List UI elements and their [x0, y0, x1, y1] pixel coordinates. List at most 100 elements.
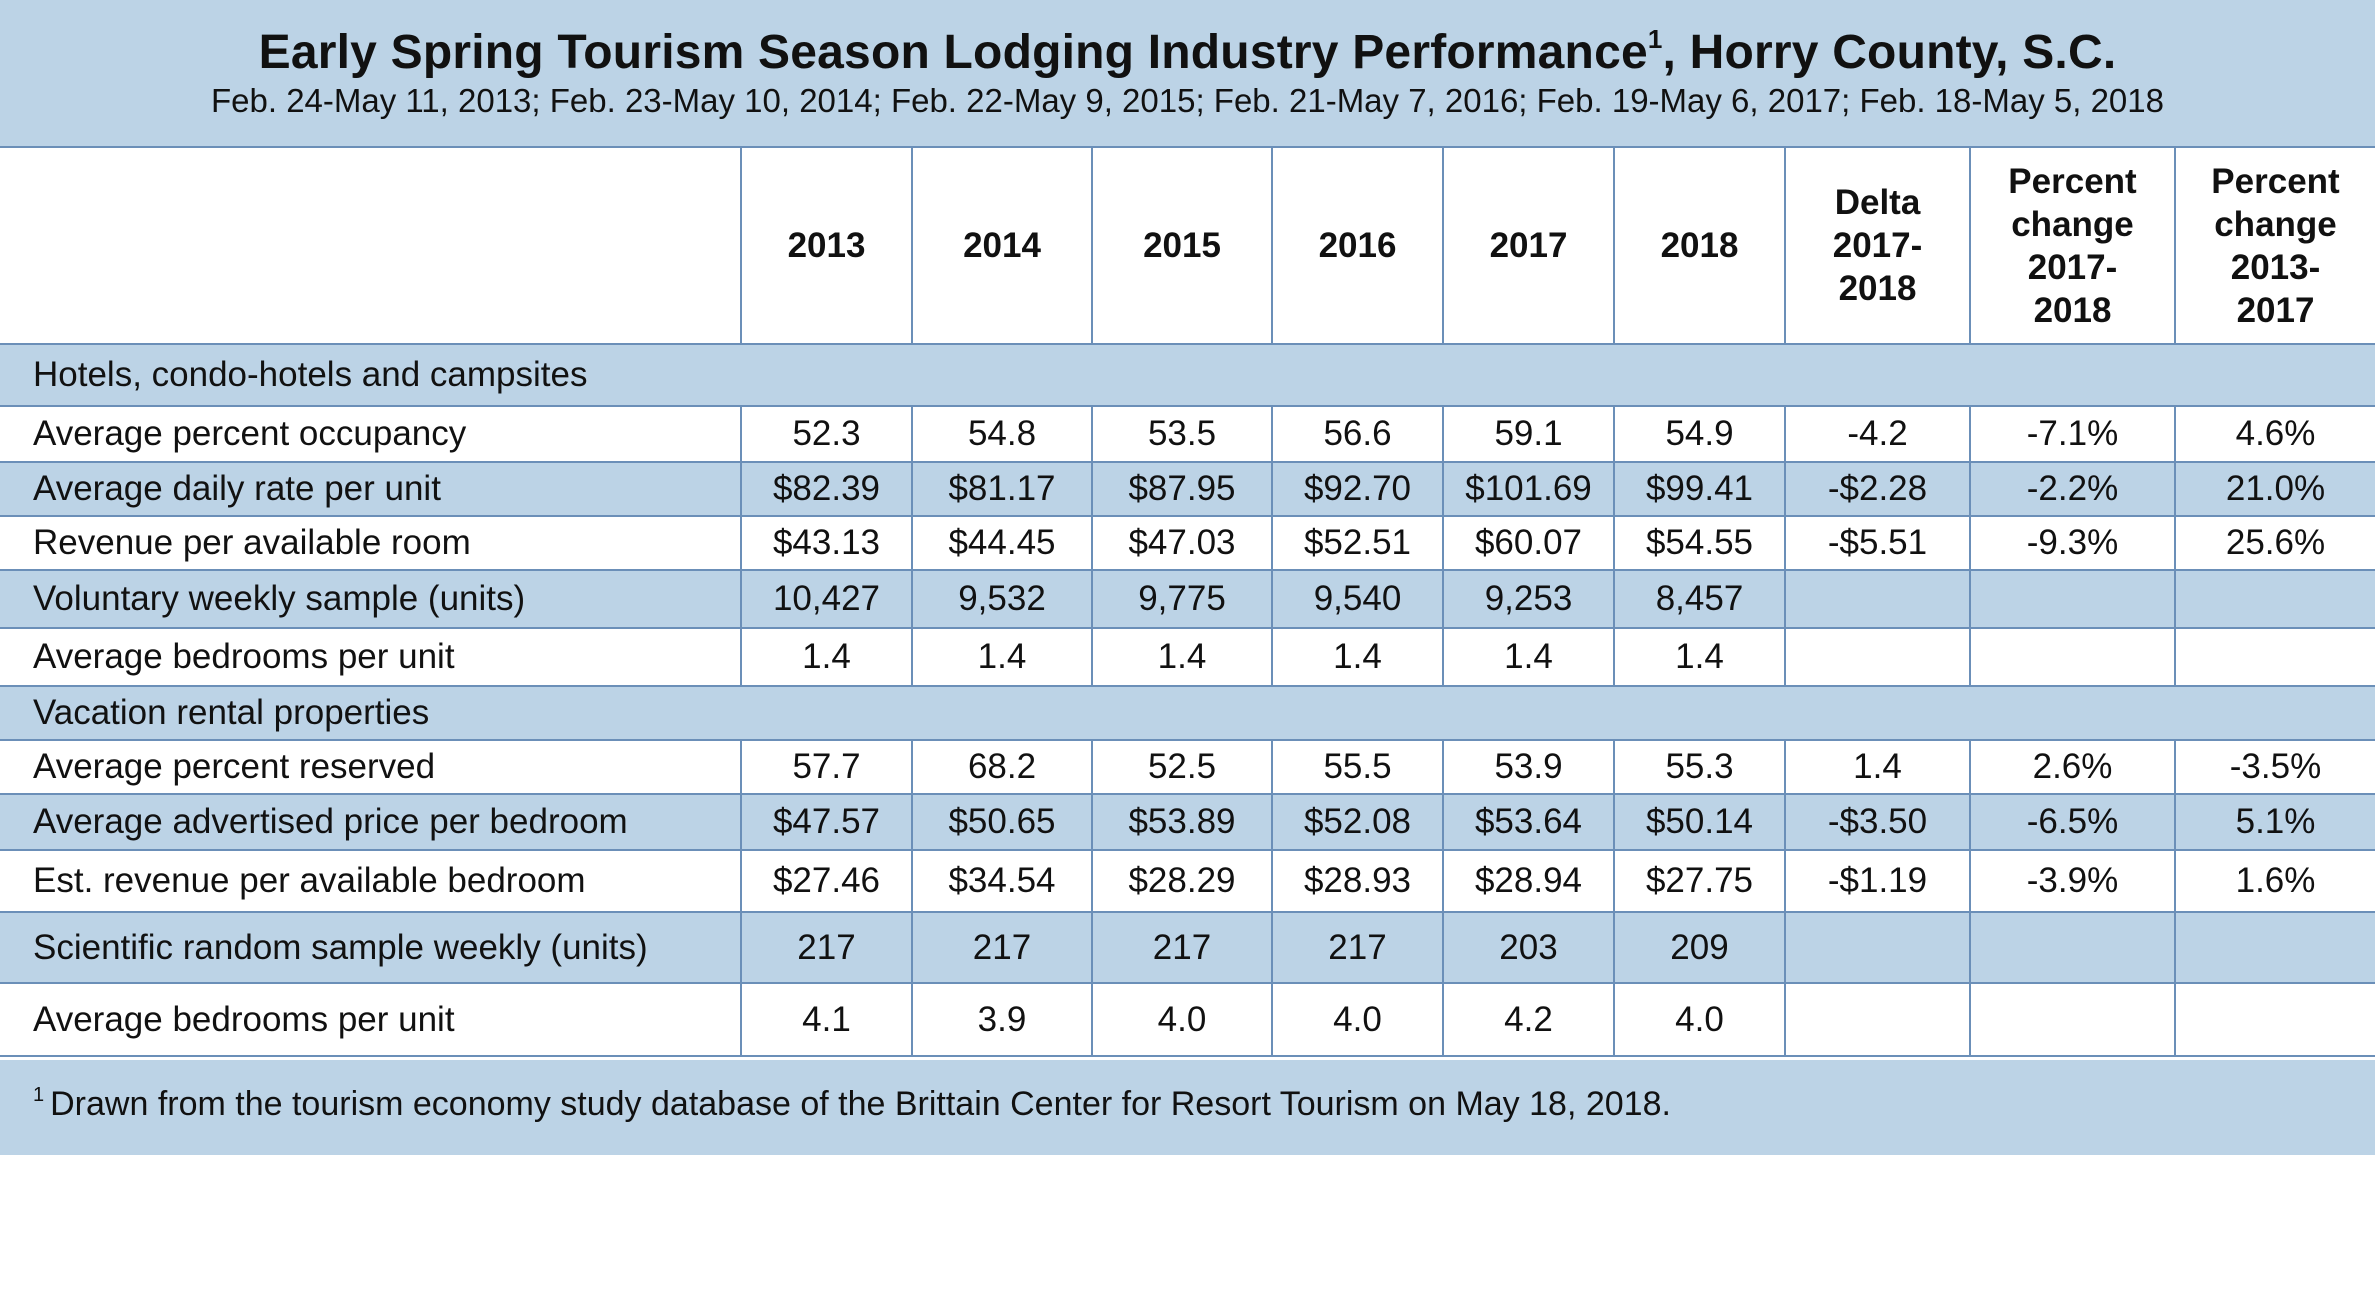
- cell-pct-2013-2017: 5.1%: [2174, 793, 2375, 851]
- col-header-2015: 2015: [1091, 146, 1273, 345]
- cell-2015: 53.5: [1091, 405, 1273, 463]
- row-label: Scientific random sample weekly (units): [0, 911, 742, 984]
- cell-pct-2017-2018: -6.5%: [1969, 793, 2176, 851]
- col-header-pct-2017-2018: Percent change 2017- 2018: [1969, 146, 2176, 345]
- cell-2018: 4.0: [1613, 982, 1786, 1057]
- cell-2017: $28.94: [1442, 849, 1615, 913]
- table-row: Average bedrooms per unit 4.1 3.9 4.0 4.…: [0, 982, 2375, 1057]
- table-row: Est. revenue per available bedroom $27.4…: [0, 849, 2375, 913]
- cell-2014: 217: [911, 911, 1093, 984]
- cell-2017: 9,253: [1442, 569, 1615, 629]
- cell-2014: $81.17: [911, 461, 1093, 517]
- cell-2015: $53.89: [1091, 793, 1273, 851]
- col-header-2013: 2013: [740, 146, 913, 345]
- cell-2014: $50.65: [911, 793, 1093, 851]
- cell-2017: 59.1: [1442, 405, 1615, 463]
- title-suffix: , Horry County, S.C.: [1662, 26, 2117, 79]
- cell-delta: -$2.28: [1784, 461, 1971, 517]
- cell-2015: 52.5: [1091, 739, 1273, 795]
- row-label: Est. revenue per available bedroom: [0, 849, 742, 913]
- cell-2017: 53.9: [1442, 739, 1615, 795]
- cell-2016: $52.51: [1271, 515, 1444, 571]
- cell-2013: $27.46: [740, 849, 913, 913]
- table-header-band: Early Spring Tourism Season Lodging Indu…: [0, 0, 2375, 146]
- table-row: Average bedrooms per unit 1.4 1.4 1.4 1.…: [0, 627, 2375, 687]
- cell-pct-2017-2018: -3.9%: [1969, 849, 2176, 913]
- cell-pct-2017-2018: -2.2%: [1969, 461, 2176, 517]
- cell-2014: 9,532: [911, 569, 1093, 629]
- cell-delta: -$5.51: [1784, 515, 1971, 571]
- cell-2018: $27.75: [1613, 849, 1786, 913]
- cell-2015: 4.0: [1091, 982, 1273, 1057]
- cell-2015: 217: [1091, 911, 1273, 984]
- cell-pct-2017-2018: [1969, 627, 2176, 687]
- row-label: Average advertised price per bedroom: [0, 793, 742, 851]
- cell-2017: $101.69: [1442, 461, 1615, 517]
- cell-2013: $43.13: [740, 515, 913, 571]
- cell-delta: [1784, 911, 1971, 984]
- cell-delta: [1784, 982, 1971, 1057]
- table-row: Average percent reserved 57.7 68.2 52.5 …: [0, 739, 2375, 795]
- col-header-2016: 2016: [1271, 146, 1444, 345]
- cell-2016: $92.70: [1271, 461, 1444, 517]
- section-row-vacation: Vacation rental properties: [0, 685, 2375, 741]
- cell-2013: 217: [740, 911, 913, 984]
- cell-2013: 57.7: [740, 739, 913, 795]
- cell-pct-2013-2017: 4.6%: [2174, 405, 2375, 463]
- cell-2014: 1.4: [911, 627, 1093, 687]
- col-header-2018: 2018: [1613, 146, 1786, 345]
- table-row: Voluntary weekly sample (units) 10,427 9…: [0, 569, 2375, 629]
- cell-delta: [1784, 627, 1971, 687]
- cell-2015: 9,775: [1091, 569, 1273, 629]
- footnote-mark: 1: [33, 1084, 45, 1106]
- cell-pct-2013-2017: 1.6%: [2174, 849, 2375, 913]
- cell-2018: 209: [1613, 911, 1786, 984]
- cell-2016: 1.4: [1271, 627, 1444, 687]
- cell-delta: 1.4: [1784, 739, 1971, 795]
- cell-2017: $53.64: [1442, 793, 1615, 851]
- cell-pct-2013-2017: [2174, 911, 2375, 984]
- cell-2017: 4.2: [1442, 982, 1615, 1057]
- cell-2018: 8,457: [1613, 569, 1786, 629]
- title-text: Early Spring Tourism Season Lodging Indu…: [258, 26, 1648, 79]
- footnote-band: 1 Drawn from the tourism economy study da…: [0, 1060, 2375, 1155]
- cell-2013: $82.39: [740, 461, 913, 517]
- cell-2015: $28.29: [1091, 849, 1273, 913]
- cell-pct-2013-2017: [2174, 569, 2375, 629]
- col-header-2017: 2017: [1442, 146, 1615, 345]
- cell-pct-2013-2017: 21.0%: [2174, 461, 2375, 517]
- cell-2017: 203: [1442, 911, 1615, 984]
- row-label: Average bedrooms per unit: [0, 982, 742, 1057]
- performance-table: 2013 2014 2015 2016 2017 2018 Delta 2017-…: [0, 146, 2375, 1057]
- col-header-pct-2013-2017: Percent change 2013- 2017: [2174, 146, 2375, 345]
- cell-2018: 54.9: [1613, 405, 1786, 463]
- row-label: Average percent reserved: [0, 739, 742, 795]
- cell-pct-2017-2018: 2.6%: [1969, 739, 2176, 795]
- cell-2017: 1.4: [1442, 627, 1615, 687]
- section-row-hotels: Hotels, condo-hotels and campsites: [0, 343, 2375, 407]
- cell-2014: 54.8: [911, 405, 1093, 463]
- cell-pct-2017-2018: [1969, 569, 2176, 629]
- table-row: Average daily rate per unit $82.39 $81.1…: [0, 461, 2375, 517]
- cell-2015: $87.95: [1091, 461, 1273, 517]
- cell-2014: $44.45: [911, 515, 1093, 571]
- cell-pct-2017-2018: [1969, 911, 2176, 984]
- cell-pct-2017-2018: -9.3%: [1969, 515, 2176, 571]
- cell-pct-2013-2017: 25.6%: [2174, 515, 2375, 571]
- cell-2016: 4.0: [1271, 982, 1444, 1057]
- footnote-text: Drawn from the tourism economy study dat…: [50, 1085, 1671, 1123]
- table-row: Average advertised price per bedroom $47…: [0, 793, 2375, 851]
- cell-2013: 1.4: [740, 627, 913, 687]
- row-label: Average daily rate per unit: [0, 461, 742, 517]
- table-row: Average percent occupancy 52.3 54.8 53.5…: [0, 405, 2375, 463]
- row-label: Revenue per available room: [0, 515, 742, 571]
- cell-2015: $47.03: [1091, 515, 1273, 571]
- row-label: Voluntary weekly sample (units): [0, 569, 742, 629]
- section-label-hotels: Hotels, condo-hotels and campsites: [0, 343, 2375, 407]
- row-label: Average percent occupancy: [0, 405, 742, 463]
- cell-2018: $54.55: [1613, 515, 1786, 571]
- cell-2013: $47.57: [740, 793, 913, 851]
- section-label-vacation: Vacation rental properties: [0, 685, 2375, 741]
- cell-2014: $34.54: [911, 849, 1093, 913]
